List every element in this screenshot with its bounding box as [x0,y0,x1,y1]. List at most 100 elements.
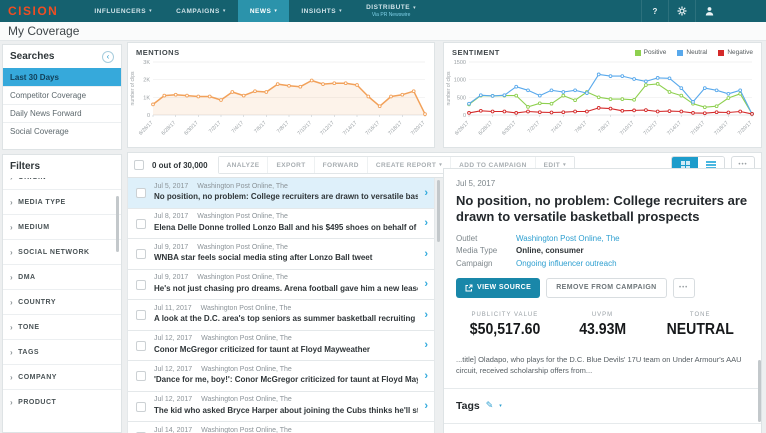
nav-item-main: NEWS ▾ [250,8,278,15]
select-all-checkbox[interactable] [134,160,144,170]
meta-label: Campaign [456,258,493,268]
svg-text:7/10/17: 7/10/17 [297,120,314,137]
filter-item-social-network[interactable]: › SOCIAL NETWORK [3,239,121,264]
metric-value: $50,517.60 [469,320,541,338]
row-checkbox[interactable] [136,249,146,259]
nav-item-news[interactable]: NEWS ▾ [237,0,290,22]
row-checkbox[interactable] [136,340,146,351]
mention-row[interactable]: Jul 8, 2017 Washington Post Online, The El… [127,208,435,239]
mention-row[interactable]: Jul 12, 2017 Washington Post Online, The '… [127,361,435,392]
sentiment-chart: 0 500 1000 1500 6/26/17 6/28/17 6/30/17 7/2/17 7… [446,60,754,137]
edit-tags-icon[interactable]: ✎ [485,400,494,411]
row-checkbox[interactable] [136,371,146,381]
search-item[interactable]: Social Coverage [3,122,121,140]
create-report-button[interactable]: CREATE REPORT ▾ [366,157,451,173]
mention-meta: Jul 11, 2017 Washington Post Online, The [154,305,418,312]
mention-row[interactable]: Jul 9, 2017 Washington Post Online, The WN… [127,239,435,270]
detail-more-button[interactable]: ••• [672,277,695,298]
forward-button[interactable]: FORWARD [313,157,367,173]
settings-icon[interactable] [668,0,695,22]
row-checkbox[interactable] [136,310,146,320]
cision-logo[interactable]: CISION [8,4,59,18]
toolbar-button-label: FORWARD [322,161,359,169]
filter-item-tone[interactable]: › TONE [3,314,121,339]
row-checkbox[interactable] [136,188,146,198]
collapse-sidebar-button[interactable]: ‹ [102,50,114,63]
article-meta: Outlet Washington Post Online, The Media T… [456,234,749,268]
nav-item-main: INSIGHTS ▾ [301,8,342,15]
mention-title: A look at the D.C. area's top seniors as… [154,314,418,323]
mention-date: Jul 9, 2017 [154,243,189,251]
page-title-bar: My Coverage [0,22,766,41]
nav-item-main: INFLUENCERS ▾ [94,8,152,15]
mention-title: Elena Delle Donne trolled Lonzo Ball and… [154,222,418,232]
svg-text:7/14/17: 7/14/17 [666,120,683,137]
meta-value-link[interactable]: Washington Post Online, The [516,233,620,243]
svg-text:7/16/17: 7/16/17 [365,120,382,137]
svg-text:500: 500 [457,95,466,101]
legend-swatch [634,49,641,56]
svg-text:7/18/17: 7/18/17 [713,120,730,137]
chevron-right-icon: › [10,197,14,207]
svg-text:7/16/17: 7/16/17 [690,120,707,137]
row-checkbox[interactable] [136,401,146,412]
filter-item-origin[interactable]: › ORIGIN [3,178,121,189]
filter-label: PRODUCT [18,398,57,406]
mentions-chart-card: MENTIONS 0 1K 2K 3K 6/26/17 6/28/17 6/30/17 7/2… [127,42,435,148]
mention-outlet: Washington Post Online, The [201,426,292,433]
search-item[interactable]: Competitor Coverage [3,86,121,104]
detail-scrollbar[interactable] [758,360,761,422]
list-scrollbar[interactable] [437,180,440,242]
page-title: My Coverage [8,24,80,38]
search-item[interactable]: Daily News Forward [3,104,121,122]
mention-row[interactable]: Jul 9, 2017 Washington Post Online, The He… [127,269,435,300]
top-navbar: CISION INFLUENCERS ▾ CAMPAIGNS ▾ NEWS ▾ INSIGH… [0,0,766,22]
export-button[interactable]: EXPORT [267,157,314,173]
filter-item-company[interactable]: › COMPANY [3,364,121,389]
analyze-button[interactable]: ANALYZE [218,157,268,173]
metric-label: TONE [689,311,711,318]
nav-item-campaigns[interactable]: CAMPAIGNS ▾ [164,0,238,22]
filter-label: SOCIAL NETWORK [18,248,90,256]
search-item[interactable]: Last 30 Days [3,68,121,86]
user-icon[interactable] [695,0,722,22]
mention-row[interactable]: Jul 12, 2017 Washington Post Online, The C… [127,330,435,361]
view-source-button[interactable]: VIEW SOURCE [456,277,541,298]
help-icon[interactable]: ? [641,0,668,22]
row-checkbox[interactable] [136,218,146,229]
navbar-icons: ? [641,0,766,22]
tags-caret-icon[interactable]: ▾ [499,402,502,409]
filter-item-country[interactable]: › COUNTRY [3,289,121,314]
nav-item-insights[interactable]: INSIGHTS ▾ [289,0,354,22]
mention-row[interactable]: Jul 11, 2017 Washington Post Online, The A… [127,300,435,331]
filter-item-medium[interactable]: › MEDIUM [3,214,121,239]
filter-item-media-type[interactable]: › MEDIA TYPE [3,189,121,214]
svg-text:7/20/17: 7/20/17 [410,120,427,137]
remove-from-campaign-button[interactable]: REMOVE FROM CAMPAIGN [546,277,667,298]
filter-item-dma[interactable]: › DMA [3,264,121,289]
row-checkbox[interactable] [136,279,146,290]
grid-view-icon [680,160,690,170]
mention-title: Conor McGregor criticized for taunt at F… [154,344,371,354]
mention-title: The kid who asked Bryce Harper about joi… [154,405,418,415]
filters-header: Filters [3,155,121,178]
mention-outlet: Washington Post Online, The [197,182,288,190]
svg-text:7/4/17: 7/4/17 [231,120,246,135]
mention-meta: Jul 9, 2017 Washington Post Online, The [154,244,418,251]
meta-value-link[interactable]: Ongoing influencer outreach [516,258,617,268]
filter-item-tags[interactable]: › TAGS [3,339,121,364]
nav-item-label: CAMPAIGNS [176,7,220,15]
svg-text:0: 0 [463,113,466,119]
nav-item-distribute[interactable]: DISTRIBUTE ▾ Via PR Newswire [354,0,428,22]
svg-text:6/30/17: 6/30/17 [501,120,518,137]
mention-meta: Jul 12, 2017 Washington Post Online, The [154,366,418,373]
filter-item-product[interactable]: › PRODUCT [3,389,121,414]
main-nav: INFLUENCERS ▾ CAMPAIGNS ▾ NEWS ▾ INSIGHTS ▾ DIST… [82,0,428,22]
mention-date: Jul 12, 2017 [154,335,193,342]
chevron-right-icon: › [10,397,14,407]
mention-row[interactable]: Jul 12, 2017 Washington Post Online, The T… [127,391,435,422]
filters-scrollbar[interactable] [116,196,119,252]
nav-item-influencers[interactable]: INFLUENCERS ▾ [82,0,164,22]
mention-row[interactable]: Jul 5, 2017 Washington Post Online, The No… [127,178,435,209]
